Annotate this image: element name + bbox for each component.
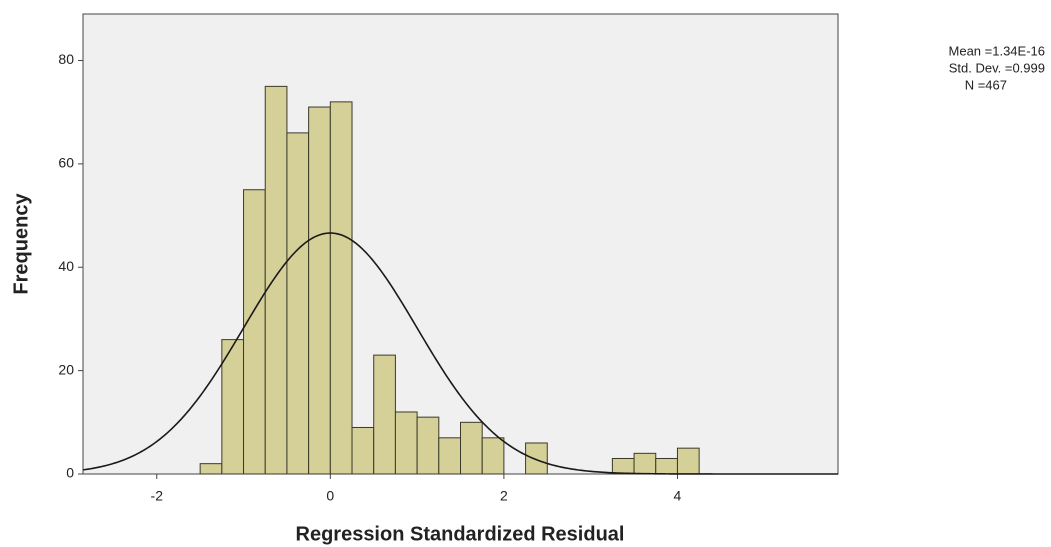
x-tick-label: 0 bbox=[326, 488, 334, 504]
bar bbox=[438, 437, 461, 475]
bar bbox=[633, 452, 657, 475]
bar bbox=[243, 189, 266, 475]
y-axis-title: Frequency bbox=[10, 193, 32, 295]
bar bbox=[351, 426, 375, 475]
bar bbox=[394, 411, 418, 475]
bar bbox=[655, 457, 678, 475]
y-tick-label: 40 bbox=[58, 258, 74, 274]
bar bbox=[286, 132, 310, 475]
bar bbox=[416, 416, 440, 475]
bar bbox=[199, 463, 223, 475]
bar bbox=[329, 101, 353, 475]
bar bbox=[308, 106, 331, 475]
y-tick-label: 80 bbox=[58, 51, 74, 67]
bar bbox=[676, 447, 700, 475]
stat-sd: Std. Dev. =0.999 bbox=[949, 60, 1045, 75]
y-tick-label: 60 bbox=[58, 155, 74, 171]
bar bbox=[373, 354, 396, 475]
bar bbox=[525, 442, 548, 475]
stat-n: N =467 bbox=[965, 77, 1007, 92]
x-tick-label: 4 bbox=[674, 488, 682, 504]
bar bbox=[481, 437, 505, 475]
normal-curve bbox=[82, 232, 838, 475]
stat-mean: Mean =1.34E-16 bbox=[949, 43, 1045, 58]
y-tick-label: 20 bbox=[58, 361, 74, 377]
bar bbox=[611, 457, 635, 475]
x-tick-label: -2 bbox=[151, 488, 164, 504]
plot-area bbox=[82, 13, 839, 475]
bar bbox=[264, 85, 288, 475]
y-tick-label: 0 bbox=[66, 465, 74, 481]
x-tick-label: 2 bbox=[500, 488, 508, 504]
x-axis-title: Regression Standardized Residual bbox=[296, 523, 625, 545]
bar bbox=[460, 421, 483, 475]
